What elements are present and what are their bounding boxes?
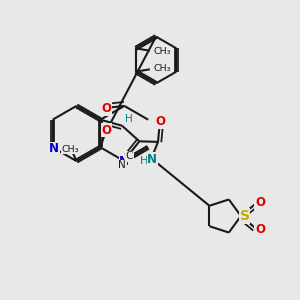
Text: O: O bbox=[101, 124, 111, 137]
Text: H: H bbox=[140, 156, 148, 167]
Text: C: C bbox=[126, 151, 133, 161]
Text: CH₃: CH₃ bbox=[62, 145, 79, 154]
Text: O: O bbox=[255, 223, 265, 236]
Text: N: N bbox=[118, 160, 126, 170]
Text: O: O bbox=[155, 115, 165, 128]
Text: H: H bbox=[125, 114, 133, 124]
Text: CH₃: CH₃ bbox=[153, 47, 171, 56]
Text: N: N bbox=[49, 142, 59, 155]
Text: N: N bbox=[147, 153, 157, 166]
Text: N: N bbox=[119, 154, 129, 168]
Text: S: S bbox=[239, 209, 250, 223]
Text: O: O bbox=[101, 102, 111, 115]
Text: CH₃: CH₃ bbox=[153, 64, 171, 73]
Text: O: O bbox=[255, 196, 265, 209]
